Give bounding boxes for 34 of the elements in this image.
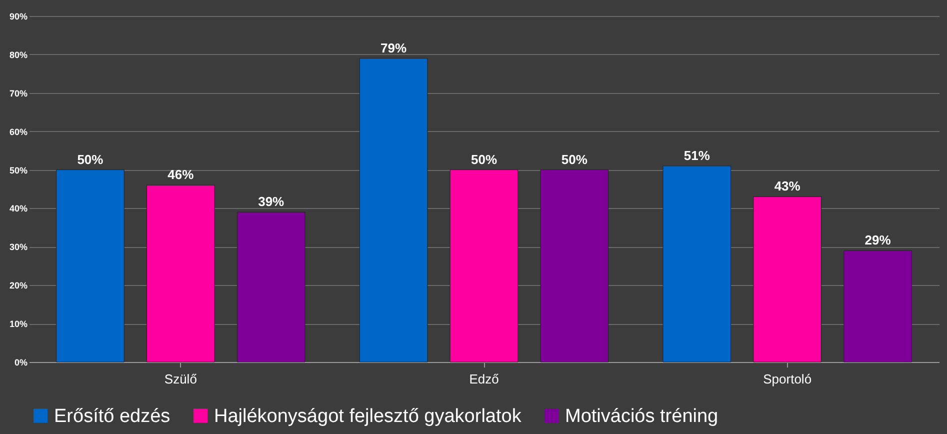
- data-label: 39%: [258, 194, 285, 210]
- bar: [662, 166, 732, 362]
- y-tick-label: 50%: [9, 165, 28, 176]
- x-tick-label: Edző: [469, 372, 499, 386]
- y-tick-label: 80%: [9, 50, 28, 60]
- data-label: 50%: [561, 152, 588, 167]
- bar: [236, 212, 306, 362]
- legend-label: Motivációs tréning: [565, 406, 718, 427]
- y-tick-label: 20%: [9, 280, 28, 291]
- y-tick-label: 0%: [14, 358, 28, 368]
- bar: [146, 184, 215, 362]
- legend-label: Hajlékonyságot fejlesztő gyakorlatok: [214, 406, 522, 427]
- y-tick-label: 40%: [9, 204, 28, 214]
- bar: [359, 58, 428, 362]
- data-label: 79%: [380, 40, 407, 56]
- legend-label: Erősítő edzés: [54, 406, 170, 427]
- y-tick-label: 90%: [9, 12, 28, 22]
- x-tick-label: Szülő: [164, 372, 197, 386]
- data-label: 51%: [684, 148, 710, 163]
- bar: [844, 250, 912, 362]
- y-tick-label: 30%: [9, 242, 28, 252]
- bar: [56, 170, 124, 362]
- data-label: 50%: [77, 152, 104, 167]
- y-tick-label: 60%: [9, 126, 28, 137]
- bar: [753, 196, 822, 362]
- bar: [450, 170, 518, 362]
- y-tick-label: 10%: [9, 319, 28, 330]
- data-label: 29%: [864, 232, 892, 248]
- x-tick-label: Sportoló: [763, 372, 812, 386]
- data-label: 50%: [470, 152, 498, 167]
- y-tick-label: 70%: [9, 88, 28, 98]
- bar: [540, 170, 609, 362]
- data-label: 46%: [168, 167, 194, 182]
- data-label: 43%: [774, 178, 801, 194]
